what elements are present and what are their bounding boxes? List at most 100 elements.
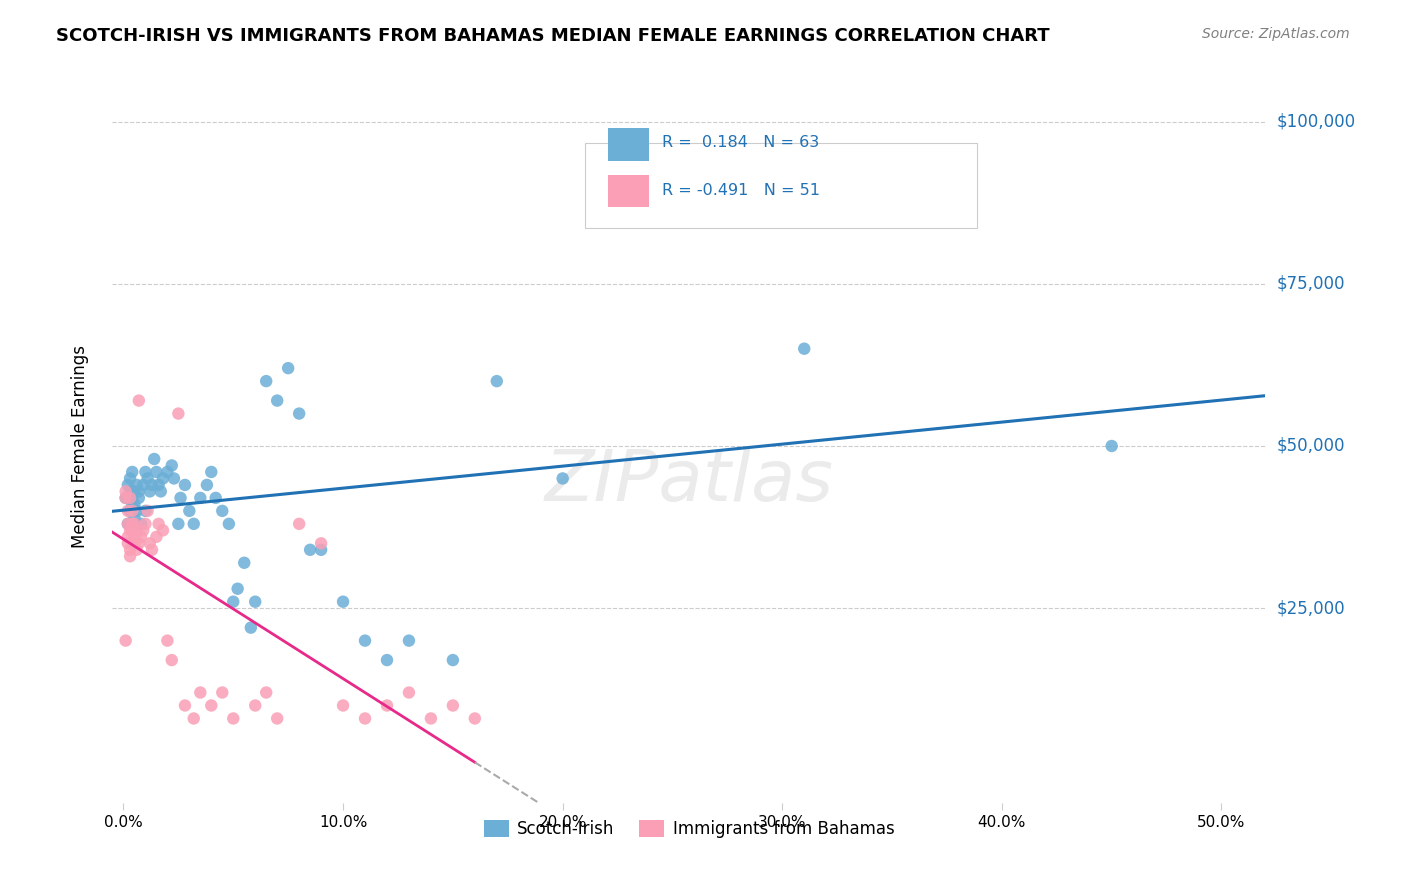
Point (118, 471, 141, 485)
Point (117, 536, 139, 550)
Point (139, 484, 162, 499)
Point (134, 504, 156, 518)
Text: $50,000: $50,000 (1277, 437, 1346, 455)
Text: ZIPatlas: ZIPatlas (544, 447, 834, 516)
Point (124, 497, 146, 511)
Point (121, 504, 143, 518)
Legend: Scotch-Irish, Immigrants from Bahamas: Scotch-Irish, Immigrants from Bahamas (477, 813, 901, 845)
Point (114, 491, 136, 505)
Point (149, 484, 172, 499)
Point (211, 685, 233, 699)
Point (226, 582, 249, 596)
Point (354, 633, 377, 648)
Point (121, 524, 143, 538)
Point (134, 516, 156, 531)
Point (200, 698, 222, 713)
Point (441, 698, 464, 713)
Point (266, 711, 288, 725)
Point (288, 407, 311, 421)
Point (132, 524, 155, 538)
Text: R = -0.491   N = 51: R = -0.491 N = 51 (662, 183, 821, 198)
Point (551, 471, 574, 485)
Point (156, 633, 179, 648)
Point (129, 516, 152, 531)
Point (118, 504, 141, 518)
Point (239, 621, 262, 635)
Point (152, 471, 174, 485)
Point (124, 510, 146, 524)
Point (121, 497, 143, 511)
Point (332, 698, 354, 713)
Point (141, 542, 163, 557)
Point (222, 711, 245, 725)
Point (128, 491, 150, 505)
Point (354, 711, 377, 725)
Point (160, 653, 183, 667)
Point (124, 484, 146, 499)
Point (117, 478, 139, 492)
Point (398, 685, 420, 699)
Text: Source: ZipAtlas.com: Source: ZipAtlas.com (1202, 27, 1350, 41)
Point (143, 452, 166, 467)
Point (160, 458, 183, 473)
Point (245, 698, 267, 713)
Point (117, 504, 139, 518)
Point (145, 530, 167, 544)
Point (183, 711, 205, 725)
Point (125, 524, 148, 538)
Point (485, 374, 508, 388)
Point (128, 536, 150, 550)
Point (174, 698, 197, 713)
Point (125, 542, 148, 557)
Point (136, 471, 159, 485)
Point (188, 685, 211, 699)
Point (148, 478, 170, 492)
Point (254, 374, 277, 388)
Point (200, 465, 222, 479)
Point (132, 478, 155, 492)
Point (245, 595, 267, 609)
Point (419, 711, 441, 725)
Y-axis label: Median Female Earnings: Median Female Earnings (70, 344, 89, 548)
Point (128, 393, 150, 408)
Point (152, 524, 174, 538)
Point (309, 536, 332, 550)
Point (121, 516, 143, 531)
Point (139, 536, 162, 550)
Point (141, 478, 163, 492)
Point (118, 524, 141, 538)
Point (179, 504, 201, 518)
Point (464, 711, 486, 725)
FancyBboxPatch shape (609, 175, 648, 207)
Point (211, 504, 233, 518)
Point (163, 471, 186, 485)
Point (195, 478, 218, 492)
Point (114, 633, 136, 648)
Point (136, 504, 159, 518)
Point (117, 516, 139, 531)
FancyBboxPatch shape (585, 143, 977, 228)
FancyBboxPatch shape (609, 128, 648, 161)
Point (128, 484, 150, 499)
Point (375, 698, 398, 713)
Text: SCOTCH-IRISH VS IMMIGRANTS FROM BAHAMAS MEDIAN FEMALE EARNINGS CORRELATION CHART: SCOTCH-IRISH VS IMMIGRANTS FROM BAHAMAS … (56, 27, 1050, 45)
Point (129, 530, 152, 544)
Point (124, 530, 146, 544)
Point (117, 530, 139, 544)
Point (218, 516, 240, 531)
Point (156, 465, 179, 479)
Point (174, 478, 197, 492)
Text: $25,000: $25,000 (1277, 599, 1346, 617)
Point (793, 342, 815, 356)
Point (233, 556, 256, 570)
Point (118, 542, 141, 557)
Point (441, 653, 464, 667)
Point (167, 407, 190, 421)
Point (183, 516, 205, 531)
Point (121, 491, 143, 505)
Point (121, 465, 143, 479)
Point (309, 542, 332, 557)
Point (148, 516, 170, 531)
Point (1101, 439, 1123, 453)
Text: $75,000: $75,000 (1277, 275, 1346, 293)
